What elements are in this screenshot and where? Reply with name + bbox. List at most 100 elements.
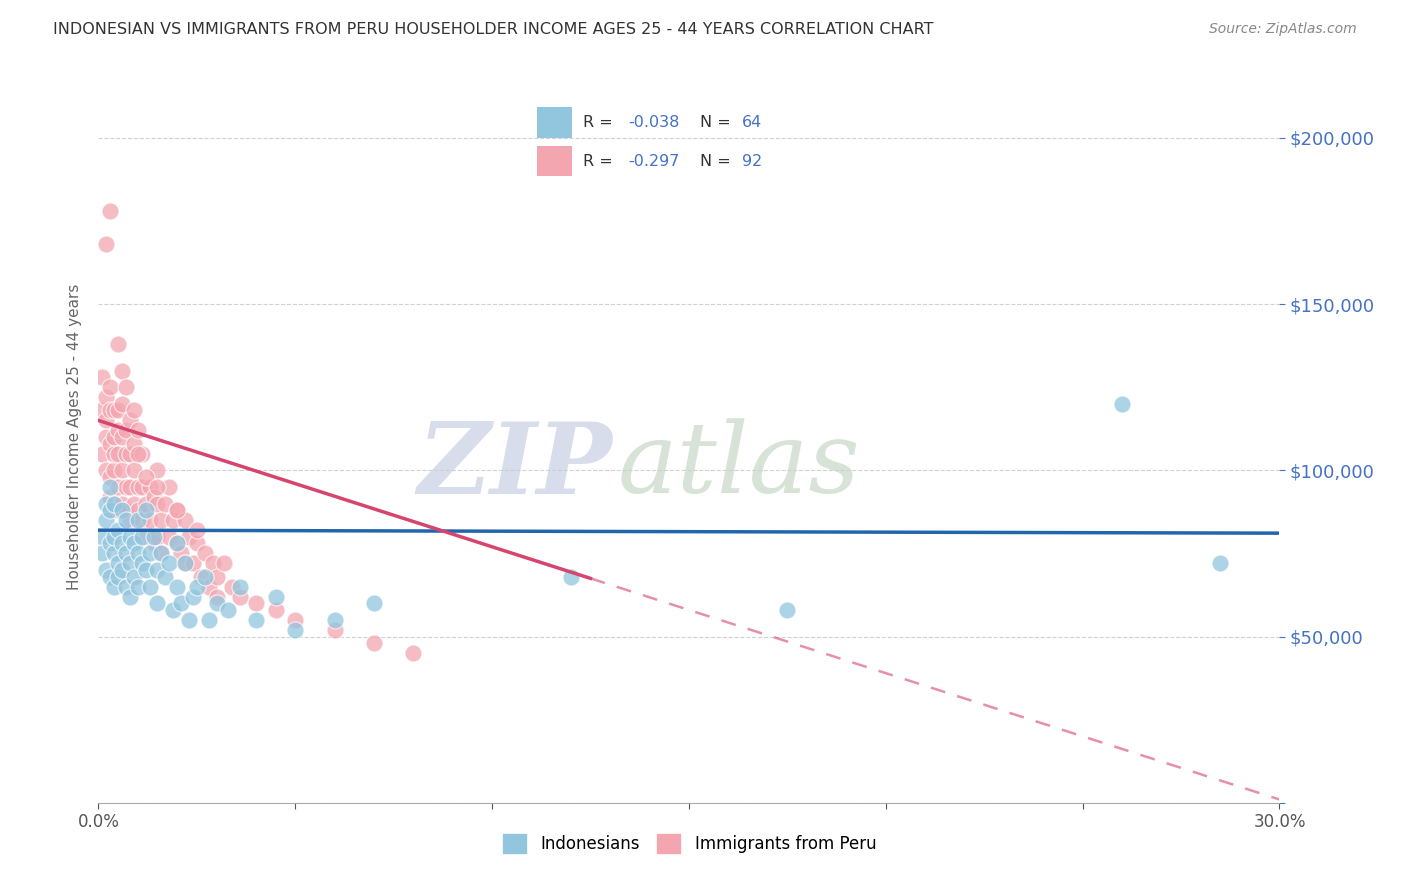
Point (91, 403, 114, 417)
Point (107, 557, 129, 571)
Point (174, 557, 197, 571)
Point (217, 603, 239, 617)
Point (157, 557, 180, 571)
Point (166, 536, 188, 550)
Point (91, 530, 114, 544)
Point (118, 513, 141, 527)
Point (107, 570, 129, 584)
Point (186, 523, 208, 537)
Point (115, 513, 138, 527)
Point (91, 447, 114, 461)
Point (284, 613, 307, 627)
Point (107, 424, 129, 438)
Point (177, 530, 200, 544)
Point (157, 530, 180, 544)
Point (150, 513, 173, 527)
Point (146, 530, 169, 544)
Point (131, 530, 153, 544)
Point (131, 513, 153, 527)
Point (776, 603, 799, 617)
Point (146, 596, 169, 610)
Text: ZIP: ZIP (418, 418, 612, 515)
Point (323, 623, 346, 637)
Point (1209, 557, 1232, 571)
Point (229, 580, 252, 594)
Point (107, 447, 129, 461)
Point (127, 513, 149, 527)
Point (111, 563, 134, 577)
Point (131, 480, 153, 494)
Point (107, 337, 129, 351)
Point (98, 470, 121, 484)
Point (118, 590, 141, 604)
Point (323, 613, 346, 627)
Legend: Indonesians, Immigrants from Peru: Indonesians, Immigrants from Peru (495, 827, 883, 860)
Point (107, 403, 129, 417)
Point (103, 463, 125, 477)
Point (127, 503, 149, 517)
Point (284, 623, 307, 637)
Point (111, 397, 134, 411)
Point (127, 424, 149, 438)
Point (107, 503, 129, 517)
Point (229, 590, 252, 604)
Point (162, 603, 184, 617)
Point (96, 413, 118, 427)
Point (111, 463, 134, 477)
Point (166, 536, 188, 550)
Point (98, 436, 121, 450)
Point (194, 570, 217, 584)
Point (98, 480, 121, 494)
Text: INDONESIAN VS IMMIGRANTS FROM PERU HOUSEHOLDER INCOME AGES 25 - 44 YEARS CORRELA: INDONESIAN VS IMMIGRANTS FROM PERU HOUSE… (53, 22, 934, 37)
Point (98, 403, 121, 417)
Point (190, 570, 212, 584)
Point (115, 447, 138, 461)
Point (111, 430, 134, 444)
Point (103, 447, 125, 461)
Point (197, 580, 219, 594)
Point (560, 570, 582, 584)
Point (103, 403, 125, 417)
Point (118, 557, 141, 571)
Point (111, 503, 134, 517)
Point (98, 204, 121, 219)
Point (115, 424, 138, 438)
Point (170, 546, 193, 560)
Point (150, 546, 173, 560)
Y-axis label: Householder Income Ages 25 - 44 years: Householder Income Ages 25 - 44 years (66, 284, 82, 591)
Point (135, 470, 157, 484)
Point (174, 557, 197, 571)
Point (150, 546, 173, 560)
Point (103, 497, 125, 511)
Point (96, 563, 118, 577)
Point (122, 536, 145, 550)
Point (91, 546, 114, 560)
Point (98, 570, 121, 584)
Point (98, 380, 121, 394)
Point (135, 563, 157, 577)
Point (146, 563, 169, 577)
Point (127, 480, 149, 494)
Point (245, 596, 267, 610)
Point (157, 480, 180, 494)
Point (122, 436, 145, 450)
Point (138, 580, 160, 594)
Point (122, 463, 145, 477)
Point (96, 237, 118, 252)
Point (98, 503, 121, 517)
Point (214, 557, 236, 571)
Point (201, 557, 224, 571)
Point (127, 546, 149, 560)
Point (166, 503, 188, 517)
Point (96, 463, 118, 477)
Point (103, 530, 125, 544)
Point (118, 530, 141, 544)
Point (107, 523, 129, 537)
Point (131, 447, 153, 461)
Point (118, 447, 141, 461)
Point (118, 413, 141, 427)
Point (96, 390, 118, 404)
Point (205, 570, 228, 584)
Point (111, 497, 134, 511)
Point (135, 497, 157, 511)
